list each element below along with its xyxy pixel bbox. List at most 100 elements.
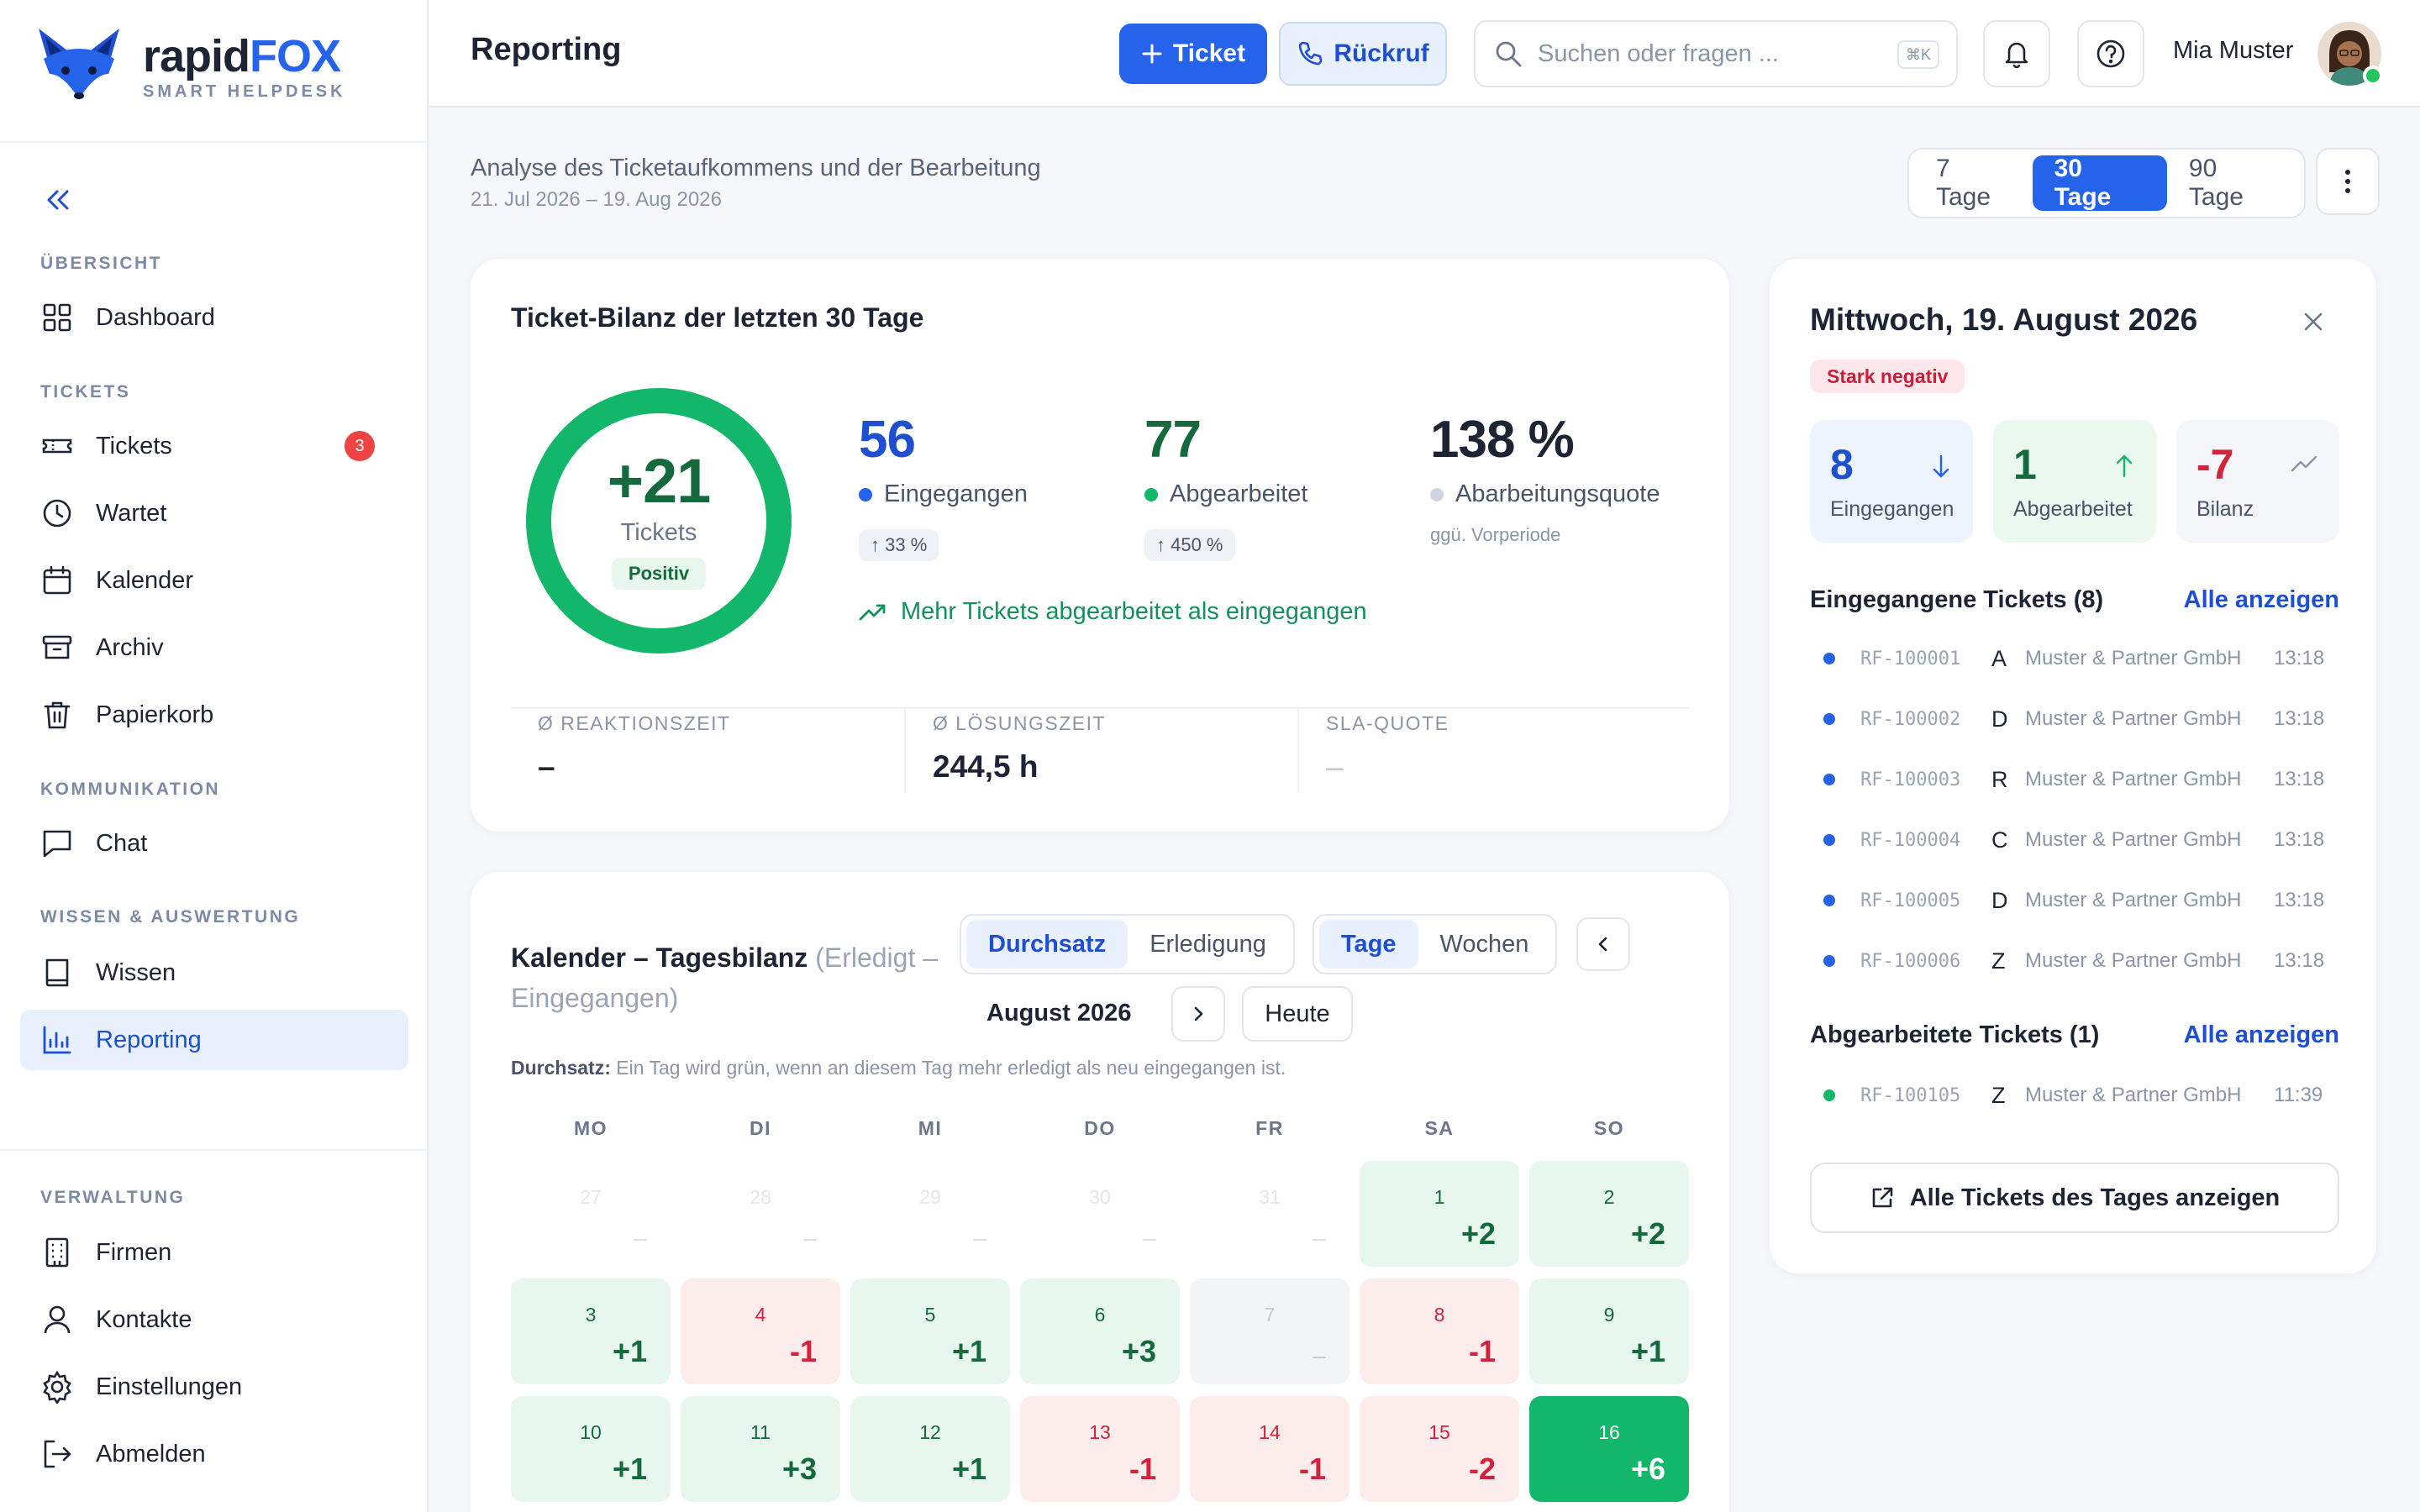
calendar-day-number: 2 xyxy=(1603,1186,1615,1208)
sidebar-item-logout[interactable]: Abmelden xyxy=(20,1424,408,1484)
calendar-day[interactable]: 8 -1 xyxy=(1360,1278,1519,1384)
incoming-dot xyxy=(859,487,872,501)
calendar-day-number: 4 xyxy=(755,1304,766,1326)
show-all-incoming-link[interactable]: Alle anzeigen xyxy=(2183,586,2339,613)
calendar-day[interactable]: 12 +1 xyxy=(850,1396,1010,1502)
calendar-day-balance: – xyxy=(803,1225,817,1251)
day-incoming-label: Eingegangen xyxy=(1830,497,1954,521)
plus-icon xyxy=(1142,44,1162,64)
all-day-tickets-button[interactable]: Alle Tickets des Tages anzeigen xyxy=(1810,1163,2339,1233)
ticket-row[interactable]: RF-100001 A Muster & Partner GmbH 13:18 xyxy=(1810,642,2348,675)
sidebar-item-contacts[interactable]: Kontakte xyxy=(20,1289,408,1350)
ticket-company: Muster & Partner GmbH xyxy=(2025,647,2242,669)
sidebar-item-tickets[interactable]: Tickets 3 xyxy=(20,416,408,476)
calendar-day[interactable]: 6 +3 xyxy=(1020,1278,1180,1384)
sidebar-item-dashboard[interactable]: Dashboard xyxy=(20,287,408,348)
sidebar-item-label: Reporting xyxy=(96,1026,202,1053)
sidebar-item-companies[interactable]: Firmen xyxy=(20,1222,408,1283)
calendar-day[interactable]: 14 -1 xyxy=(1190,1396,1349,1502)
tab-days[interactable]: Tage xyxy=(1319,920,1418,969)
callback-button[interactable]: Rückruf xyxy=(1279,22,1447,86)
calendar-day[interactable]: 3 +1 xyxy=(511,1278,671,1384)
collapse-sidebar-icon[interactable] xyxy=(40,183,74,217)
calendar-day[interactable]: 11 +3 xyxy=(681,1396,840,1502)
phone-icon xyxy=(1299,41,1323,66)
done-dot xyxy=(1144,487,1158,501)
calendar-day-number: 10 xyxy=(580,1421,602,1443)
arrow-up-icon xyxy=(2116,454,2133,478)
section-knowledge: WISSEN & AUSWERTUNG xyxy=(40,907,301,927)
brand-logo[interactable]: rapidFOX SMART HELPDESK xyxy=(34,25,346,109)
sidebar-item-settings[interactable]: Einstellungen xyxy=(20,1357,408,1417)
new-ticket-button[interactable]: Ticket xyxy=(1119,24,1267,84)
tab-completion[interactable]: Erledigung xyxy=(1150,930,1266,958)
sidebar-item-trash[interactable]: Papierkorb xyxy=(20,685,408,745)
more-options-button[interactable] xyxy=(2316,148,2380,215)
sidebar-item-waiting[interactable]: Wartet xyxy=(20,483,408,543)
range-30-days[interactable]: 30 Tage xyxy=(2032,155,2167,211)
close-icon[interactable] xyxy=(2301,309,2326,334)
search-input[interactable]: Suchen oder fragen ... ⌘K xyxy=(1474,20,1958,87)
sidebar-item-calendar[interactable]: Kalender xyxy=(20,550,408,611)
stat-response-value: – xyxy=(538,749,555,784)
calendar-day[interactable]: 15 -2 xyxy=(1360,1396,1519,1502)
day-title: Mittwoch, 19. August 2026 xyxy=(1810,302,2198,337)
calendar-day[interactable]: 2 +2 xyxy=(1529,1161,1689,1267)
calendar-day-number: 29 xyxy=(919,1186,941,1208)
day-done-label: Abgearbeitet xyxy=(2013,497,2133,521)
sidebar-item-knowledge[interactable]: Wissen xyxy=(20,942,408,1003)
calendar-day[interactable]: 10 +1 xyxy=(511,1396,671,1502)
user-name[interactable]: Mia Muster xyxy=(2173,37,2294,64)
sidebar-divider xyxy=(0,1149,427,1151)
ticket-row[interactable]: RF-100005 D Muster & Partner GmbH 13:18 xyxy=(1810,884,2348,917)
weekday-header: SA xyxy=(1424,1117,1455,1139)
calendar-day[interactable]: 9 +1 xyxy=(1529,1278,1689,1384)
calendar-day[interactable]: 4 -1 xyxy=(681,1278,840,1384)
sidebar-item-reporting[interactable]: Reporting xyxy=(20,1010,408,1070)
show-all-done-link[interactable]: Alle anzeigen xyxy=(2183,1021,2339,1048)
sidebar-item-label: Wissen xyxy=(96,958,176,986)
help-button[interactable] xyxy=(2077,20,2144,87)
calendar-day[interactable]: 1 +2 xyxy=(1360,1161,1519,1267)
ticket-row[interactable]: RF-100003 R Muster & Partner GmbH 13:18 xyxy=(1810,763,2348,796)
tab-weeks[interactable]: Wochen xyxy=(1439,930,1529,958)
calendar-day[interactable]: 13 -1 xyxy=(1020,1396,1180,1502)
fox-logo-icon xyxy=(39,29,119,108)
calendar-day-balance: +1 xyxy=(612,1452,647,1486)
calendar-icon xyxy=(43,565,71,595)
sidebar-item-archive[interactable]: Archiv xyxy=(20,617,408,678)
ticket-row[interactable]: RF-100006 Z Muster & Partner GmbH 13:18 xyxy=(1810,944,2348,978)
tab-throughput[interactable]: Durchsatz xyxy=(966,920,1128,969)
search-placeholder: Suchen oder fragen ... xyxy=(1538,39,1779,67)
notifications-button[interactable] xyxy=(1983,20,2050,87)
sidebar-item-label: Tickets xyxy=(96,432,172,459)
online-status-dot xyxy=(2363,66,2383,86)
calendar-day-number: 15 xyxy=(1428,1421,1450,1443)
ticket-row[interactable]: RF-100004 C Muster & Partner GmbH 13:18 xyxy=(1810,823,2348,857)
sidebar-item-label: Chat xyxy=(96,829,148,857)
calendar-day[interactable]: 16 +6 xyxy=(1529,1396,1689,1502)
bell-icon xyxy=(2005,42,2028,68)
ticket-row[interactable]: RF-100105 Z Muster & Partner GmbH 11:39 xyxy=(1810,1079,2348,1112)
today-button[interactable]: Heute xyxy=(1242,986,1353,1042)
prev-month-button[interactable] xyxy=(1576,917,1630,971)
next-month-button[interactable] xyxy=(1171,986,1225,1042)
range-90-days[interactable]: 90 Tage xyxy=(2188,155,2244,211)
ticket-company: Muster & Partner GmbH xyxy=(2025,1084,2242,1106)
calendar-day[interactable]: 5 +1 xyxy=(850,1278,1010,1384)
ticket-id: RF-100005 xyxy=(1860,890,1961,911)
calendar-day-balance: +2 xyxy=(1460,1216,1496,1251)
sidebar-item-chat[interactable]: Chat xyxy=(20,813,408,874)
balance-card: Ticket-Bilanz der letzten 30 Tage +21 Ti… xyxy=(471,259,1729,832)
calendar-day-balance: – xyxy=(1313,1342,1326,1368)
ticket-row[interactable]: RF-100002 D Muster & Partner GmbH 13:18 xyxy=(1810,702,2348,736)
calendar-day-number: 27 xyxy=(580,1186,602,1208)
calendar-day[interactable]: 7– xyxy=(1190,1278,1349,1384)
ticket-status-dot xyxy=(1823,653,1835,664)
done-change: ↑ 450 % xyxy=(1144,529,1235,561)
calendar-day-balance: -1 xyxy=(789,1334,817,1368)
ticket-id: RF-100003 xyxy=(1860,769,1961,790)
range-7-days[interactable]: 7 Tage xyxy=(1936,155,1991,211)
stats-divider xyxy=(511,707,1689,709)
sidebar-item-label: Kontakte xyxy=(96,1305,192,1333)
